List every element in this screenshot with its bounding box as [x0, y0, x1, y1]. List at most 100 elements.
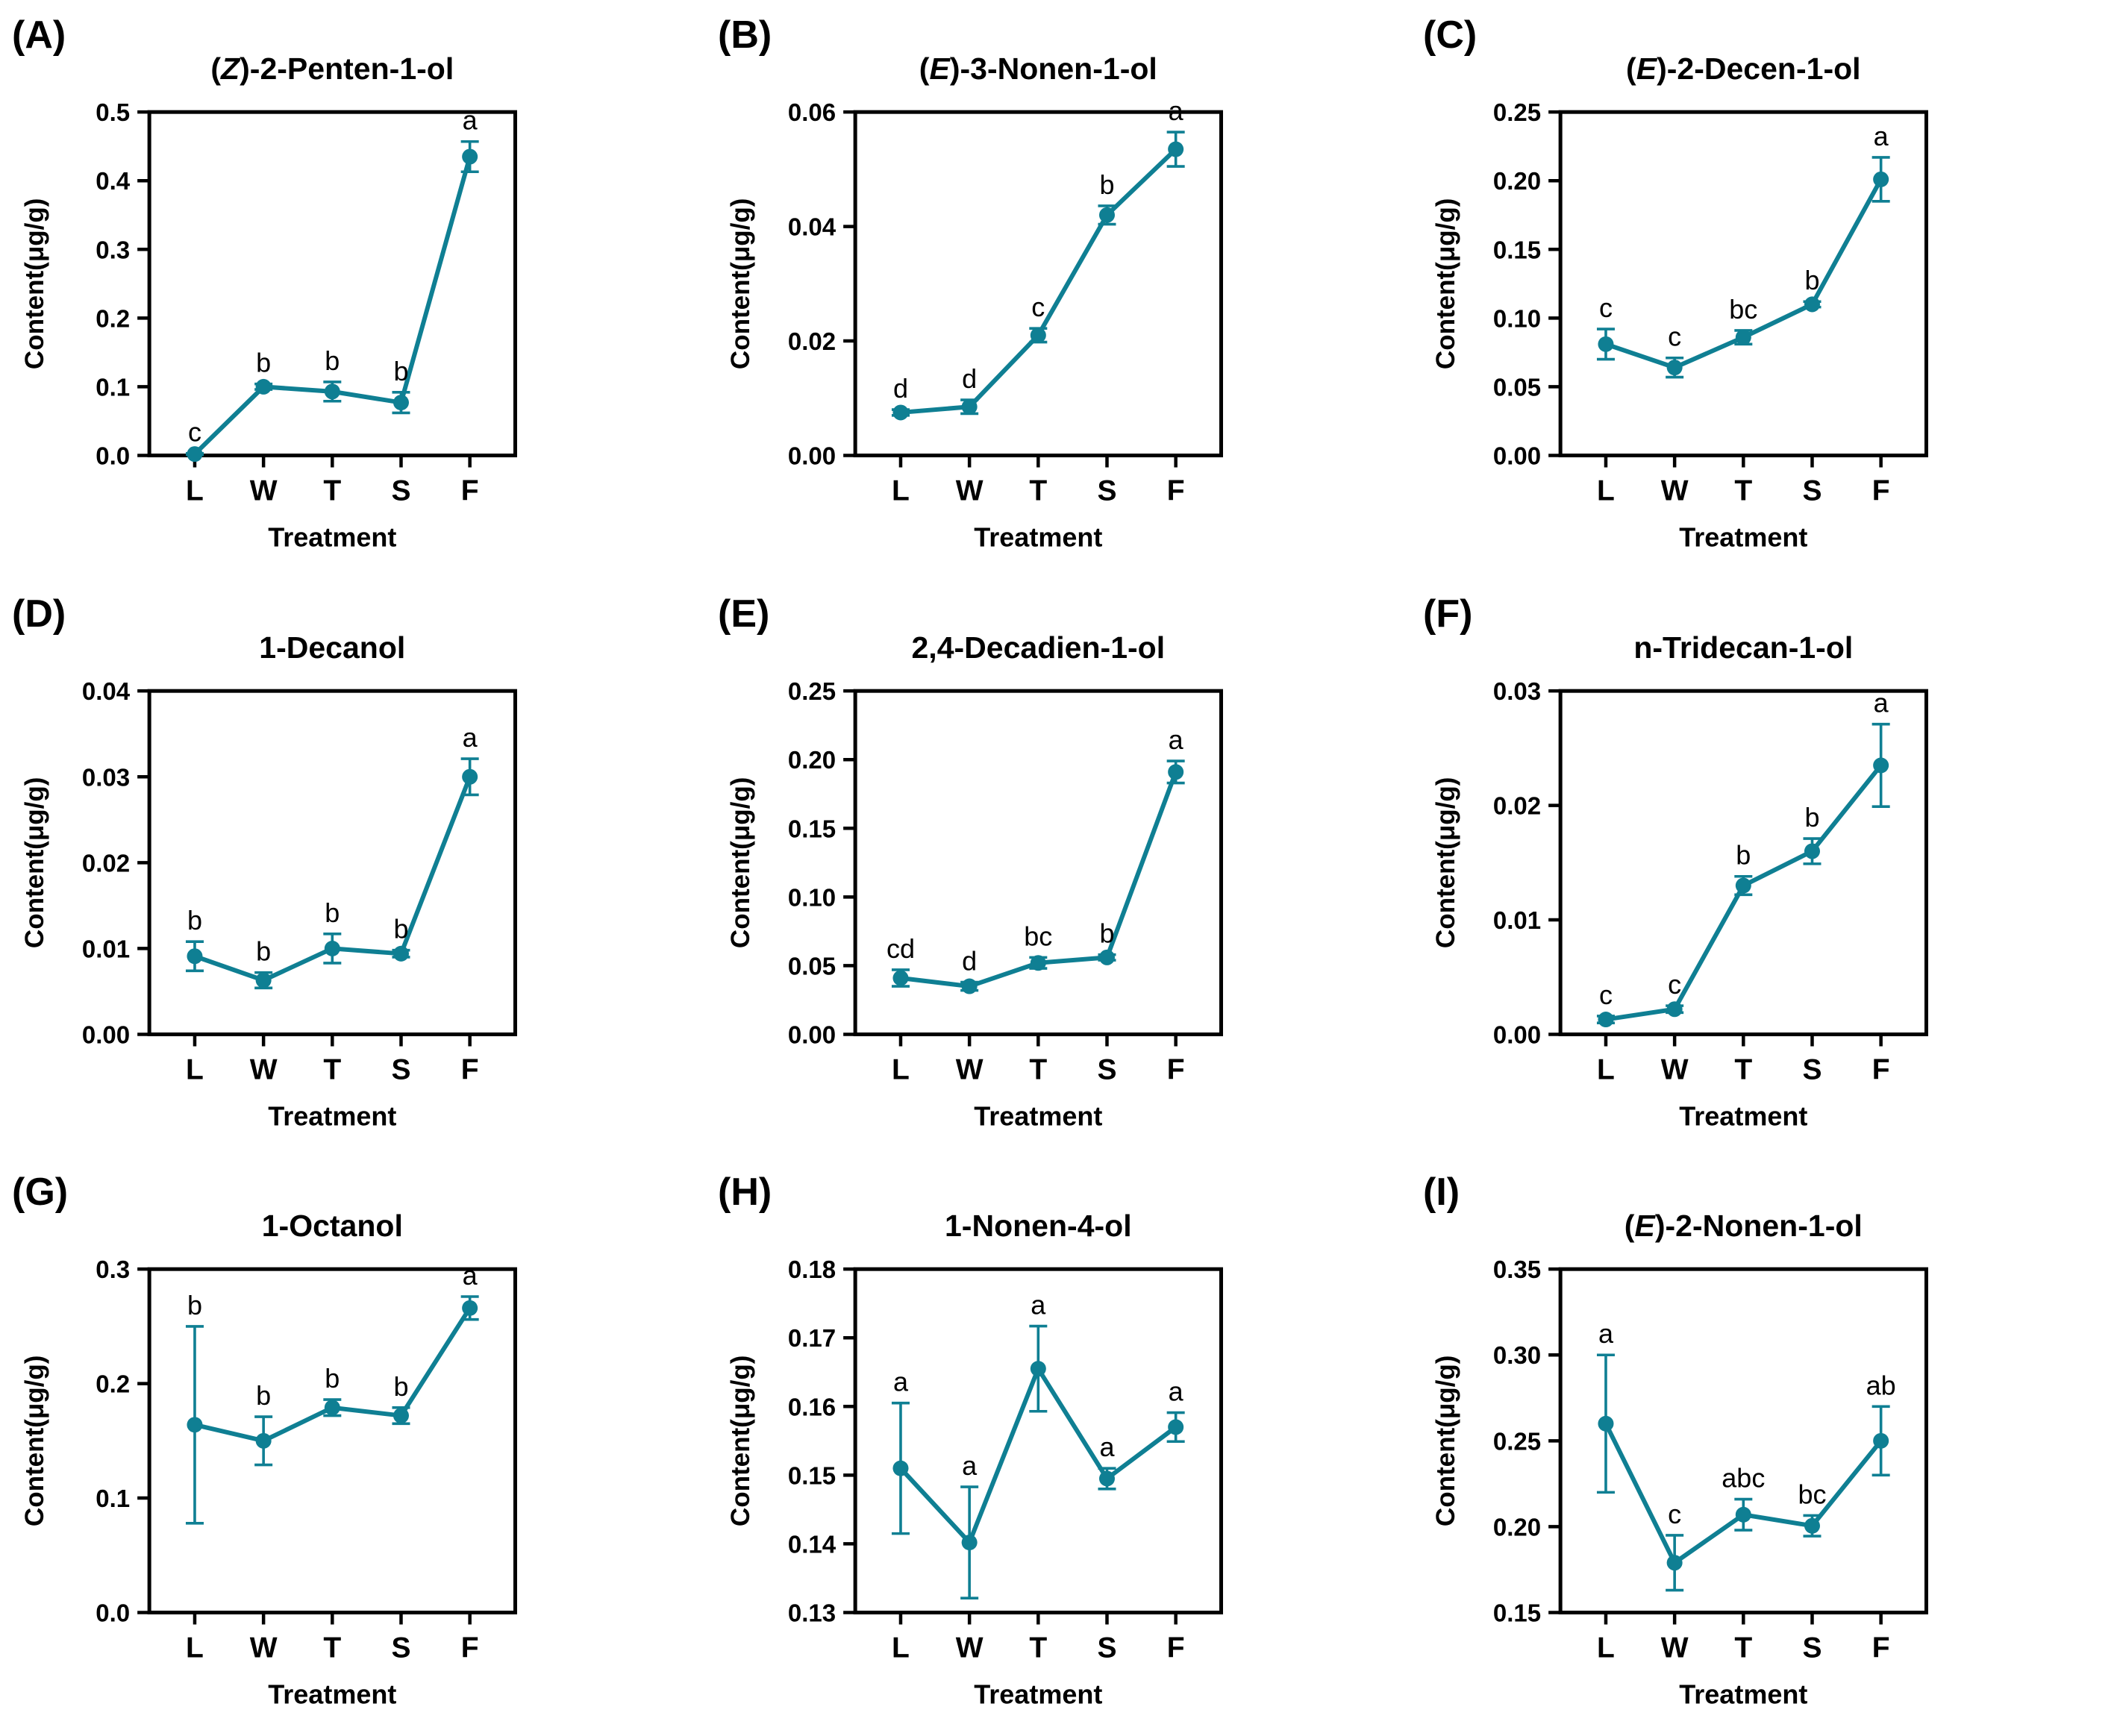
- chart-title: 1-Octanol: [262, 1209, 403, 1243]
- y-axis-label: Content(μg/g): [20, 198, 49, 370]
- significance-letter: c: [1599, 980, 1613, 1010]
- significance-letter: b: [1805, 802, 1820, 833]
- significance-letter: b: [256, 1380, 271, 1411]
- significance-letter: b: [1736, 839, 1751, 870]
- x-tick-label: L: [1597, 475, 1615, 507]
- significance-letter: a: [962, 1450, 978, 1481]
- data-point: [1098, 207, 1115, 223]
- x-tick-label: S: [391, 475, 410, 507]
- y-tick-label: 0.0: [96, 1599, 130, 1627]
- significance-letter: d: [893, 373, 908, 404]
- y-axis-label: Content(μg/g): [726, 1356, 755, 1527]
- significance-letter: a: [463, 1260, 478, 1291]
- chart-title: (E)-2-Decen-1-ol: [1626, 51, 1861, 86]
- panel-letter: (G): [12, 1171, 68, 1214]
- x-tick-label: S: [391, 1053, 410, 1085]
- y-tick-label: 0.05: [1493, 373, 1541, 401]
- y-tick-label: 0.25: [1493, 98, 1541, 126]
- plot-frame: [853, 110, 1223, 457]
- y-tick-label: 0.00: [82, 1021, 130, 1048]
- x-tick-label: F: [461, 475, 479, 507]
- data-point: [1873, 171, 1889, 187]
- data-point: [324, 383, 340, 400]
- data-point: [1804, 843, 1821, 859]
- x-tick-label: L: [186, 1053, 204, 1085]
- panel-letter: (H): [718, 1171, 772, 1214]
- x-axis-label: Treatment: [1680, 1679, 1808, 1710]
- chart-c: (C) (E)-2-Decen-1-ol Content(μg/g) Treat…: [1423, 13, 1929, 553]
- chart-title: (E)-3-Nonen-1-ol: [919, 51, 1157, 86]
- y-tick-label: 0.14: [788, 1531, 837, 1558]
- data-point: [462, 1300, 478, 1317]
- data-point: [1736, 329, 1752, 345]
- chart-d: (D) 1-Decanol Content(μg/g) Treatment 0.…: [12, 592, 517, 1131]
- data-point: [187, 947, 203, 964]
- plot-area: 0.00 0.05 0.10 0.15 0.20 0.25 L W T S Fcd d bc b a: [788, 677, 1223, 1085]
- plot-frame: [147, 110, 517, 457]
- significance-letter: b: [393, 356, 408, 386]
- x-tick-label: F: [1872, 475, 1890, 507]
- significance-letter: b: [1099, 169, 1114, 200]
- data-point: [1598, 1416, 1614, 1432]
- data-point: [961, 398, 978, 415]
- y-tick-label: 0.30: [1493, 1342, 1541, 1370]
- x-tick-label: W: [955, 475, 983, 507]
- x-tick-label: F: [1872, 1632, 1890, 1664]
- y-tick-label: 0.2: [96, 1370, 130, 1398]
- significance-letter: a: [1874, 121, 1889, 151]
- panel-f: (F) n-Tridecan-1-ol Content(μg/g) Treatm…: [1411, 579, 2117, 1158]
- x-axis-label: Treatment: [1680, 1100, 1808, 1131]
- chart-h: (H) 1-Nonen-4-ol Content(μg/g) Treatment…: [718, 1171, 1223, 1710]
- x-tick-label: W: [250, 1053, 278, 1085]
- y-tick-label: 0.05: [788, 952, 836, 980]
- x-axis-label: Treatment: [268, 522, 396, 553]
- x-tick-label: F: [461, 1632, 479, 1664]
- significance-letter: c: [1668, 1499, 1681, 1529]
- x-tick-label: S: [1097, 1053, 1116, 1085]
- data-point: [1098, 949, 1115, 965]
- significance-letter: b: [325, 1363, 340, 1394]
- data-line: [193, 156, 472, 456]
- significance-letter: a: [1031, 1290, 1046, 1320]
- data-point: [1598, 336, 1614, 352]
- significance-letter: c: [1599, 292, 1613, 323]
- x-tick-label: T: [1735, 475, 1753, 507]
- panel-a: (A) (Z)-2-Penten-1-ol Content(μg/g) Trea…: [0, 0, 706, 579]
- panel-g: (G) 1-Octanol Content(μg/g) Treatment 0.…: [0, 1157, 706, 1736]
- x-tick-label: S: [1803, 1632, 1822, 1664]
- panel-letter: (C): [1423, 13, 1477, 57]
- significance-letter: a: [1168, 1376, 1183, 1407]
- x-tick-label: W: [250, 1632, 278, 1664]
- x-tick-label: S: [391, 1632, 410, 1664]
- x-tick-label: T: [323, 1053, 341, 1085]
- y-tick-label: 0.25: [788, 677, 836, 705]
- x-tick-label: L: [1597, 1632, 1615, 1664]
- x-tick-label: T: [1029, 1632, 1047, 1664]
- y-tick-label: 0.13: [788, 1599, 836, 1627]
- significance-letter: c: [188, 417, 201, 448]
- panel-e: (E) 2,4-Decadien-1-ol Content(μg/g) Trea…: [706, 579, 1412, 1158]
- data-point: [1873, 1433, 1889, 1450]
- plot-area: 0.00 0.02 0.04 0.06 L W T S Fd d c b a: [788, 95, 1223, 507]
- panel-letter: (D): [12, 592, 66, 636]
- x-tick-label: T: [1735, 1632, 1753, 1664]
- significance-letter: ab: [1866, 1370, 1896, 1401]
- data-point: [1873, 757, 1889, 774]
- panel-i: (I) (E)-2-Nonen-1-ol Content(μg/g) Treat…: [1411, 1157, 2117, 1736]
- x-tick-label: L: [186, 1632, 204, 1664]
- y-tick-label: 0.15: [1493, 236, 1541, 263]
- panel-d: (D) 1-Decanol Content(μg/g) Treatment 0.…: [0, 579, 706, 1158]
- data-point: [1666, 360, 1683, 376]
- data-point: [393, 395, 409, 411]
- significance-letter: b: [187, 905, 202, 936]
- data-point: [255, 972, 272, 988]
- y-tick-label: 0.10: [1493, 304, 1541, 332]
- panel-letter: (I): [1423, 1171, 1460, 1214]
- x-tick-label: L: [892, 1632, 910, 1664]
- y-tick-label: 0.20: [1493, 167, 1541, 195]
- chart-f: (F) n-Tridecan-1-ol Content(μg/g) Treatm…: [1423, 592, 1929, 1131]
- y-tick-label: 0.04: [788, 213, 837, 241]
- x-axis-label: Treatment: [268, 1100, 396, 1131]
- significance-letter: a: [463, 722, 478, 753]
- y-tick-label: 0.02: [788, 328, 836, 355]
